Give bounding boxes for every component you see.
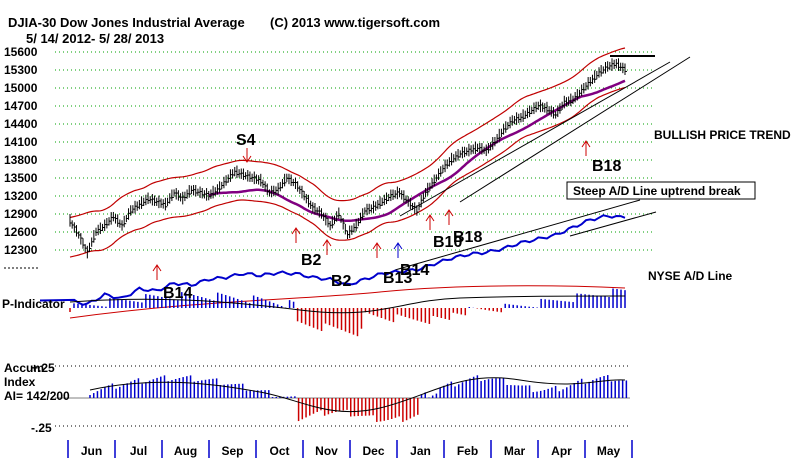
signal-b18-b: B18 (592, 158, 621, 175)
y-tick-label: 14400 (4, 117, 38, 131)
signal-arrow-head (291, 227, 301, 235)
signal-b10: B10 (433, 234, 462, 251)
month-label: Sep (221, 444, 243, 458)
signal-arrow-head (322, 239, 332, 247)
y-tick-label: 13200 (4, 189, 38, 203)
signal-arrow-head (393, 242, 403, 250)
signal-arrow-head (581, 140, 591, 148)
month-label: Nov (315, 444, 338, 458)
chart-title: DJIA-30 Dow Jones Industrial Average (8, 15, 245, 30)
month-label: Aug (174, 444, 197, 458)
y-tick-label: 15600 (4, 45, 38, 59)
price-uptrend-line-1 (399, 61, 671, 217)
y-tick-label: 12900 (4, 207, 38, 221)
price-uptrend-line-2 (459, 56, 691, 203)
accum-upper-label: +.25 (31, 361, 55, 375)
ad-break-label: Steep A/D Line uptrend break (573, 184, 741, 198)
signal-arrow-head (372, 242, 382, 250)
month-label: Apr (551, 444, 572, 458)
date-range: 5/ 14/ 2012- 5/ 28/ 2013 (26, 31, 164, 46)
accum-label: Accum (4, 361, 44, 375)
y-tick-label: 15000 (4, 81, 38, 95)
ad-line (39, 214, 626, 306)
signal-b14-a: B14 (163, 285, 192, 302)
ai-value-label: AI= 142/200 (4, 389, 70, 403)
p-indicator-ma (69, 295, 626, 314)
y-tick-label: 12300 (4, 243, 38, 257)
month-label: Mar (504, 444, 526, 458)
month-label: Jun (81, 444, 102, 458)
y-tick-label: 13800 (4, 153, 38, 167)
y-tick-label: 12600 (4, 225, 38, 239)
month-label: Oct (269, 444, 289, 458)
signal-b2-a: B2 (301, 252, 322, 269)
ad-break-box (566, 181, 756, 200)
signal-b18-a: B18 (453, 229, 482, 246)
signal-arrow-head (152, 264, 162, 272)
p-indicator-label: P-Indicator (2, 297, 65, 311)
month-label: Dec (362, 444, 384, 458)
signal-arrow-head (444, 209, 454, 217)
bullish-trend-label: BULLISH PRICE TREND (654, 128, 791, 142)
month-label: Jul (130, 444, 147, 458)
index-label: Index (4, 375, 36, 389)
lower-band (69, 87, 626, 258)
signal-s4: S4 (236, 132, 256, 149)
month-label: May (597, 444, 621, 458)
y-tick-label: 15300 (4, 63, 38, 77)
accum-ma (89, 377, 626, 413)
y-tick-label: 14100 (4, 135, 38, 149)
accum-lower-label: -.25 (31, 421, 52, 435)
month-label: Jan (410, 444, 431, 458)
nyse-ad-label: NYSE A/D Line (648, 269, 733, 283)
signal-b2-b: B2 (331, 273, 352, 290)
signal-b13: B13 (383, 270, 412, 287)
signal-arrow-head (425, 214, 435, 222)
month-label: Feb (457, 444, 478, 458)
upper-band (69, 47, 626, 219)
copyright: (C) 2013 www.tigersoft.com (270, 15, 440, 30)
y-tick-label: 13500 (4, 171, 38, 185)
ad-uptrend-line-1 (394, 199, 641, 271)
sell-arrow-head (242, 155, 252, 163)
y-tick-label: 14700 (4, 99, 38, 113)
signal-b14-b: B14 (400, 262, 429, 279)
ad-uptrend-line-2 (569, 211, 657, 237)
